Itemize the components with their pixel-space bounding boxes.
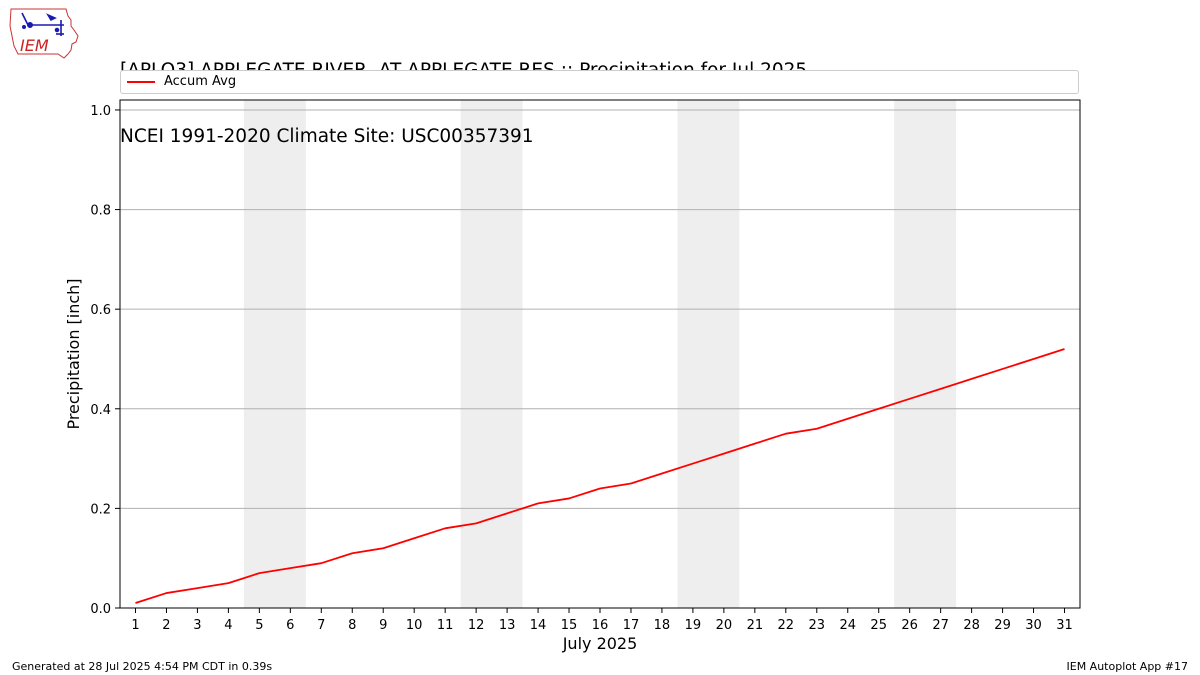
legend: Accum Avg	[120, 70, 1079, 94]
y-tick-label: 0.0	[90, 602, 111, 617]
x-tick-label: 28	[963, 618, 980, 633]
x-tick-label: 23	[809, 618, 826, 633]
x-tick-label: 13	[499, 618, 516, 633]
x-tick-label: 5	[255, 618, 263, 633]
weekend-band-19-20	[677, 100, 740, 608]
x-tick-label: 21	[747, 618, 764, 633]
x-tick-label: 20	[716, 618, 733, 633]
weekend-band-26-27	[894, 100, 957, 608]
x-tick-label: 30	[1025, 618, 1042, 633]
x-tick-label: 25	[870, 618, 887, 633]
legend-label-accum-avg: Accum Avg	[164, 74, 237, 89]
legend-swatch-accum-avg	[127, 81, 155, 83]
weekend-bands	[243, 100, 957, 608]
y-tick-label: 1.0	[90, 104, 111, 119]
x-tick-label: 27	[932, 618, 949, 633]
x-tick-label: 3	[193, 618, 201, 633]
iem-logo: IEM	[9, 8, 79, 59]
logo-text: IEM	[20, 36, 49, 55]
x-tick-label: 2	[162, 618, 170, 633]
y-axis-label: Precipitation [inch]	[64, 278, 83, 429]
app-credit: IEM Autoplot App #17	[1066, 660, 1189, 673]
x-tick-label: 16	[592, 618, 609, 633]
chart-title-line-2: NCEI 1991-2020 Climate Site: USC00357391	[120, 126, 534, 147]
x-tick-label: 11	[437, 618, 454, 633]
x-axis-ticks: 1 2 3 4 5 6 7 8 9 10 11 12 13 14 15 16 17 18 19 20 21 22 23 24 2…	[131, 608, 1073, 633]
y-tick-label: 0.4	[90, 403, 111, 418]
x-tick-label: 29	[994, 618, 1011, 633]
generated-timestamp: Generated at 28 Jul 2025 4:54 PM CDT in …	[12, 660, 273, 673]
x-tick-label: 19	[685, 618, 702, 633]
x-tick-label: 24	[839, 618, 856, 633]
x-tick-label: 18	[654, 618, 671, 633]
x-tick-label: 12	[468, 618, 485, 633]
x-tick-label: 9	[379, 618, 387, 633]
weekend-band-5-6	[243, 100, 306, 608]
y-tick-label: 0.2	[90, 502, 111, 517]
y-axis-ticks: 0.0 0.2 0.4 0.6 0.8 1.0	[90, 104, 120, 617]
x-tick-label: 31	[1056, 618, 1073, 633]
series-layer	[135, 348, 1065, 604]
y-tick-label: 0.8	[90, 204, 111, 219]
x-tick-label: 22	[778, 618, 795, 633]
x-tick-label: 7	[317, 618, 325, 633]
weekend-band-12-13	[460, 100, 523, 608]
x-tick-label: 4	[224, 618, 232, 633]
y-tick-label: 0.6	[90, 303, 111, 318]
x-axis-label: July 2025	[562, 634, 638, 653]
x-tick-label: 1	[131, 618, 139, 633]
x-tick-label: 17	[623, 618, 640, 633]
x-tick-label: 10	[406, 618, 423, 633]
x-tick-label: 8	[348, 618, 356, 633]
x-tick-label: 6	[286, 618, 294, 633]
x-tick-label: 15	[561, 618, 578, 633]
x-tick-label: 14	[530, 618, 547, 633]
x-tick-label: 26	[901, 618, 918, 633]
